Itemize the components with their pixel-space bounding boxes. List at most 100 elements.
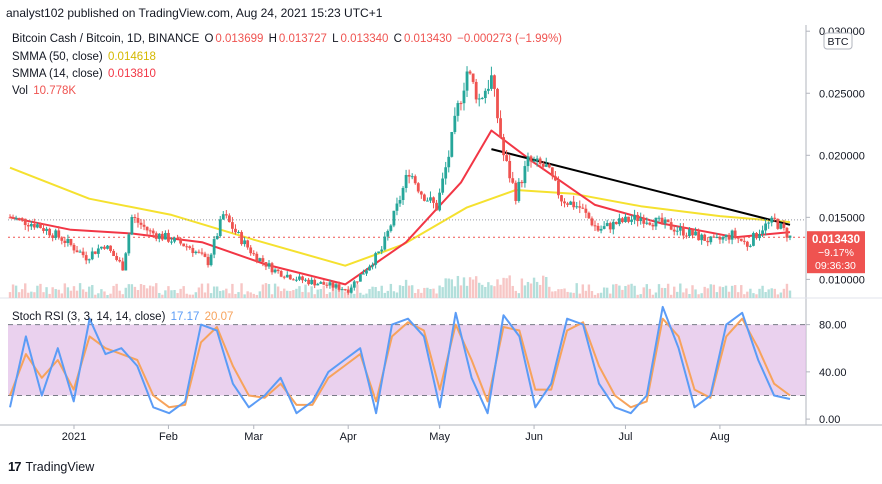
candle-body[interactable] bbox=[90, 251, 94, 260]
candles[interactable] bbox=[8, 66, 792, 295]
candle-body[interactable] bbox=[550, 167, 554, 177]
candle-body[interactable] bbox=[688, 229, 691, 237]
candle-body[interactable] bbox=[151, 230, 155, 234]
candle-body[interactable] bbox=[365, 270, 368, 274]
candle-body[interactable] bbox=[60, 237, 64, 241]
candle-body[interactable] bbox=[587, 212, 591, 219]
candle-body[interactable] bbox=[215, 235, 219, 240]
candle-body[interactable] bbox=[133, 217, 137, 219]
candle-body[interactable] bbox=[761, 230, 764, 234]
candle-body[interactable] bbox=[721, 237, 725, 240]
candle-body[interactable] bbox=[8, 217, 12, 219]
candle-body[interactable] bbox=[29, 224, 33, 227]
candle-body[interactable] bbox=[770, 217, 774, 223]
candle-body[interactable] bbox=[630, 219, 633, 222]
candle-body[interactable] bbox=[520, 181, 524, 184]
candle-body[interactable] bbox=[304, 279, 307, 281]
candle-body[interactable] bbox=[282, 276, 286, 278]
candle-body[interactable] bbox=[435, 202, 438, 211]
candle-body[interactable] bbox=[395, 203, 399, 211]
candle-body[interactable] bbox=[261, 258, 265, 263]
candle-body[interactable] bbox=[733, 230, 737, 238]
candle-body[interactable] bbox=[160, 233, 164, 240]
candle-body[interactable] bbox=[496, 88, 499, 119]
candle-body[interactable] bbox=[252, 253, 256, 255]
candle-body[interactable] bbox=[334, 284, 338, 288]
candle-body[interactable] bbox=[258, 258, 262, 262]
candle-body[interactable] bbox=[170, 241, 173, 243]
candle-body[interactable] bbox=[663, 219, 667, 224]
candle-body[interactable] bbox=[685, 235, 688, 237]
legend-symbol[interactable]: Bitcoin Cash / Bitcoin, 1D, BINANCE bbox=[12, 33, 200, 45]
candle-body[interactable] bbox=[355, 281, 359, 283]
candle-body[interactable] bbox=[596, 225, 600, 231]
candle-body[interactable] bbox=[675, 230, 679, 232]
candle-body[interactable] bbox=[374, 253, 378, 265]
candle-body[interactable] bbox=[444, 167, 448, 179]
candle-body[interactable] bbox=[337, 284, 341, 290]
candle-body[interactable] bbox=[648, 222, 652, 225]
candle-body[interactable] bbox=[389, 225, 393, 231]
candle-body[interactable] bbox=[526, 156, 530, 167]
candle-body[interactable] bbox=[669, 222, 673, 230]
candle-body[interactable] bbox=[416, 183, 420, 192]
candle-body[interactable] bbox=[413, 176, 417, 184]
candle-body[interactable] bbox=[276, 269, 280, 272]
candle-body[interactable] bbox=[392, 210, 396, 226]
candle-body[interactable] bbox=[483, 90, 487, 99]
candle-body[interactable] bbox=[447, 156, 451, 168]
candle-body[interactable] bbox=[691, 229, 694, 236]
candle-body[interactable] bbox=[139, 222, 143, 225]
candle-body[interactable] bbox=[243, 240, 247, 245]
candle-body[interactable] bbox=[739, 238, 743, 241]
candle-body[interactable] bbox=[426, 200, 429, 202]
candle-body[interactable] bbox=[203, 253, 207, 257]
candle-body[interactable] bbox=[362, 273, 365, 275]
candle-body[interactable] bbox=[377, 251, 381, 254]
candle-body[interactable] bbox=[401, 188, 405, 201]
candle-body[interactable] bbox=[136, 218, 140, 223]
candle-body[interactable] bbox=[249, 247, 253, 254]
candle-body[interactable] bbox=[51, 235, 55, 238]
candle-body[interactable] bbox=[322, 282, 326, 285]
candle-body[interactable] bbox=[100, 246, 103, 249]
candle-body[interactable] bbox=[529, 156, 533, 162]
candle-body[interactable] bbox=[535, 158, 539, 161]
candle-body[interactable] bbox=[32, 224, 36, 228]
candle-body[interactable] bbox=[39, 224, 42, 229]
candle-body[interactable] bbox=[666, 219, 670, 223]
candle-body[interactable] bbox=[307, 279, 310, 285]
candle-body[interactable] bbox=[87, 259, 91, 261]
candle-body[interactable] bbox=[584, 208, 588, 213]
candle-body[interactable] bbox=[560, 195, 563, 202]
candle-body[interactable] bbox=[465, 71, 469, 91]
candle-body[interactable] bbox=[66, 238, 70, 244]
candle-body[interactable] bbox=[154, 233, 158, 239]
candle-body[interactable] bbox=[279, 271, 283, 277]
candle-body[interactable] bbox=[121, 261, 125, 271]
candle-body[interactable] bbox=[468, 71, 472, 74]
candle-body[interactable] bbox=[130, 217, 134, 235]
candle-body[interactable] bbox=[84, 255, 88, 261]
candle-body[interactable] bbox=[234, 228, 237, 233]
candle-body[interactable] bbox=[191, 248, 195, 254]
last-price-badge[interactable] bbox=[807, 231, 865, 274]
candle-body[interactable] bbox=[657, 217, 661, 219]
candle-body[interactable] bbox=[115, 256, 119, 260]
candle-body[interactable] bbox=[779, 223, 783, 229]
candle-body[interactable] bbox=[429, 197, 432, 201]
candle-body[interactable] bbox=[636, 214, 640, 222]
candle-body[interactable] bbox=[81, 251, 85, 256]
candle-body[interactable] bbox=[672, 229, 676, 232]
candle-body[interactable] bbox=[624, 216, 627, 223]
candle-body[interactable] bbox=[432, 197, 435, 203]
candle-body[interactable] bbox=[167, 232, 170, 242]
candle-body[interactable] bbox=[173, 237, 176, 242]
candle-body[interactable] bbox=[145, 226, 149, 231]
chart-area[interactable]: 0.030000 0.025000 0.020000 0.015000 0.010000… bbox=[0, 25, 882, 455]
candle-body[interactable] bbox=[227, 215, 231, 223]
candle-body[interactable] bbox=[331, 282, 335, 288]
legend-smma50-row[interactable]: SMMA (50, close) 0.014618 bbox=[12, 51, 158, 63]
candle-body[interactable] bbox=[547, 164, 551, 168]
candle-body[interactable] bbox=[185, 246, 189, 248]
